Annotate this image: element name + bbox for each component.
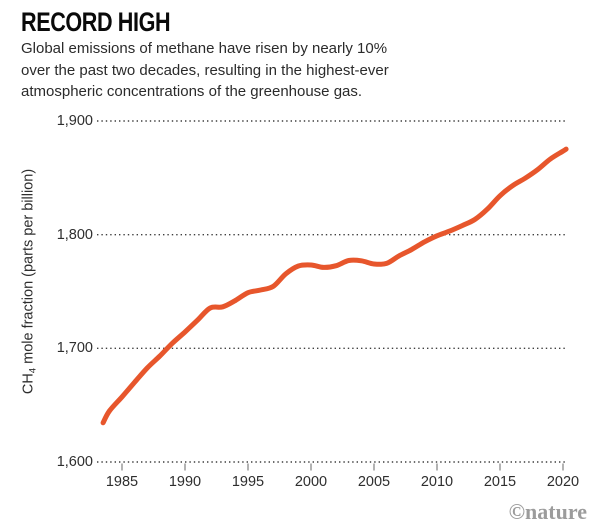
x-tick-label-1985: 1985 bbox=[105, 474, 139, 490]
subtitle-line-2: over the past two decades, resulting in … bbox=[21, 61, 389, 79]
subtitle-line-3: atmospheric concentrations of the greenh… bbox=[21, 83, 363, 100]
y-tick-label-1800: 1,800 bbox=[56, 227, 93, 243]
nature-watermark: ©nature bbox=[508, 499, 587, 524]
x-tick-label-2010: 2010 bbox=[420, 474, 454, 490]
x-tick-label-1990: 1990 bbox=[168, 474, 202, 490]
methane-line bbox=[100, 146, 569, 426]
x-tick-label-2020: 2020 bbox=[546, 474, 580, 490]
x-tick-label-2000: 2000 bbox=[294, 474, 328, 490]
subtitle-line-1: Global emissions of methane have risen b… bbox=[21, 40, 388, 57]
y-tick-label-1600: 1,600 bbox=[56, 454, 93, 470]
x-tick-label-2015: 2015 bbox=[483, 474, 517, 490]
x-tick-label-1995: 1995 bbox=[231, 474, 265, 490]
chart-subtitle: Global emissions of methane have risen b… bbox=[21, 38, 389, 103]
y-tick-label-1700: 1,700 bbox=[56, 340, 93, 356]
chart-title: RECORD HIGH bbox=[21, 7, 171, 37]
y-tick-label-1900: 1,900 bbox=[56, 113, 93, 129]
x-tick-label-2005: 2005 bbox=[357, 474, 391, 490]
